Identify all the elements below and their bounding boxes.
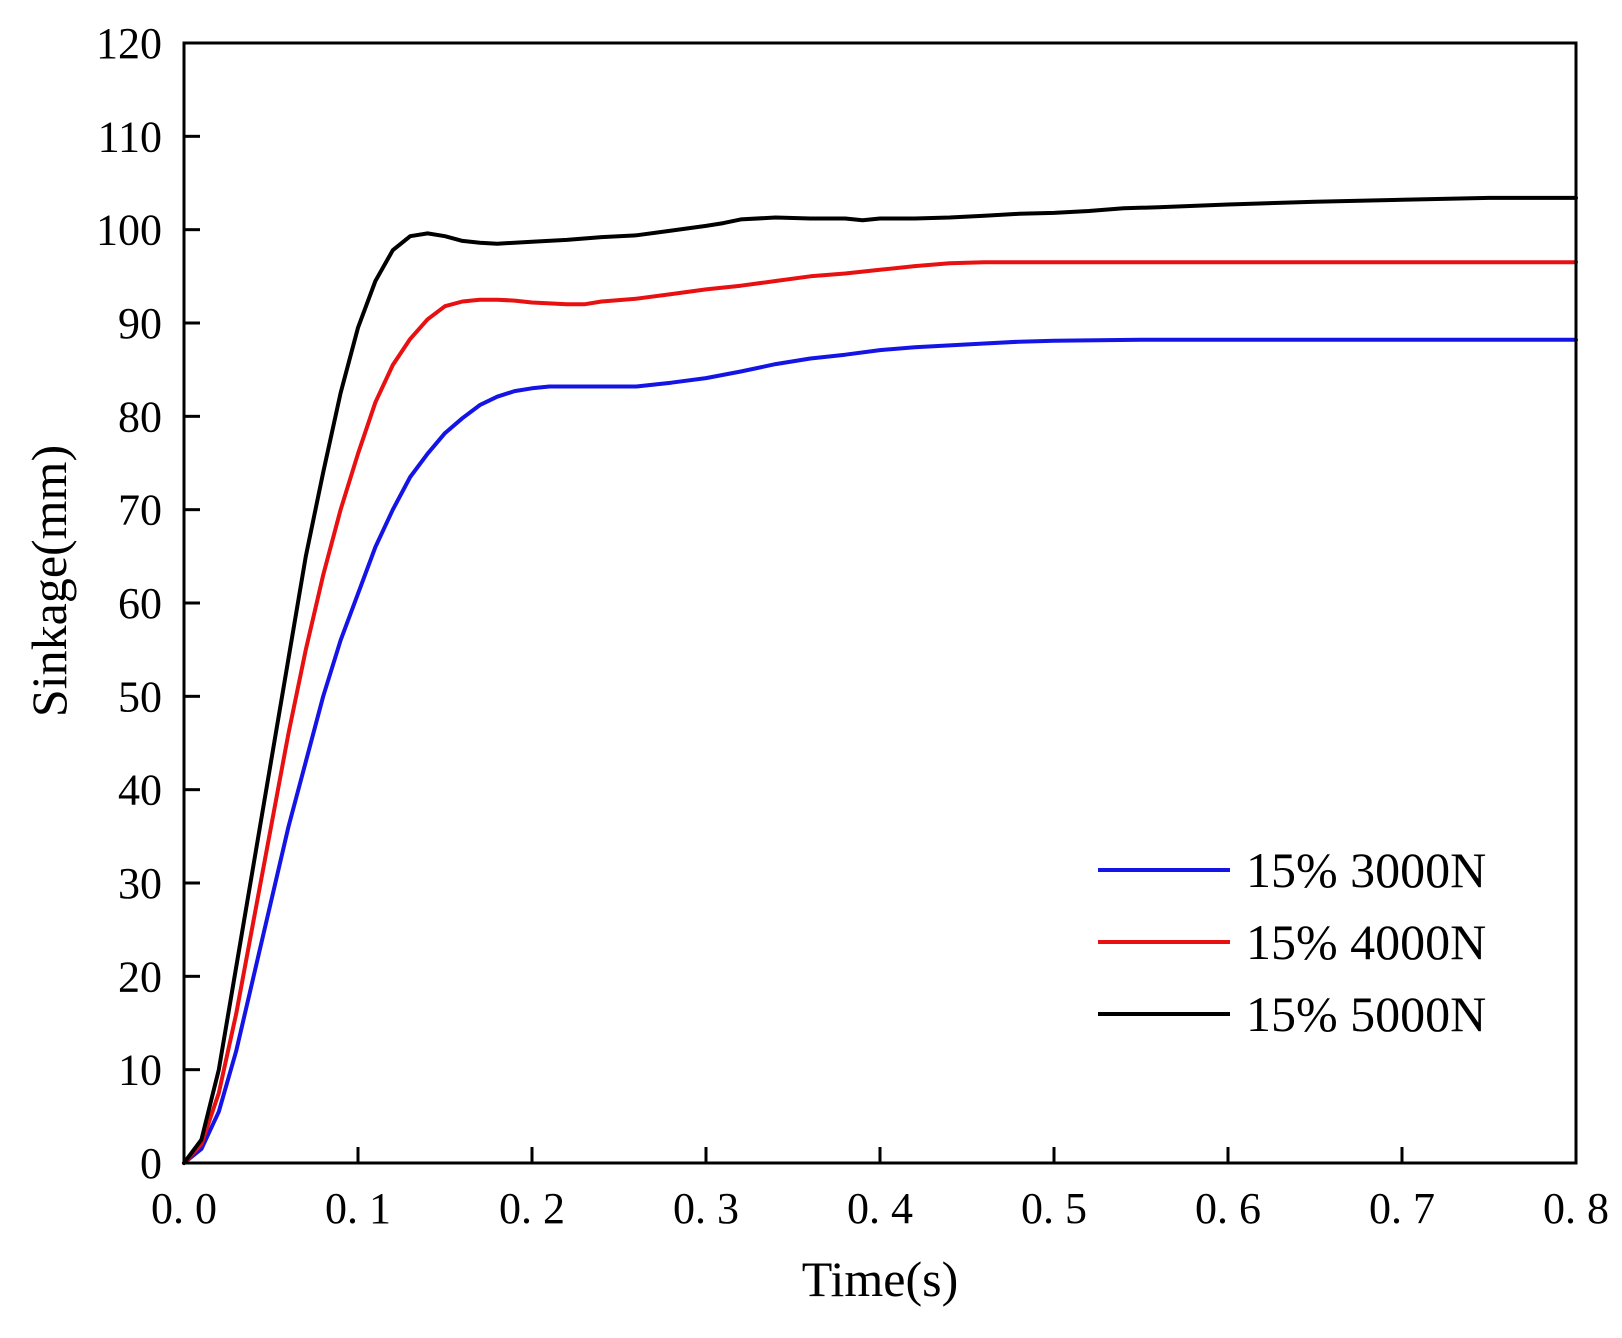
y-tick-label: 120	[96, 19, 162, 68]
x-tick-label: 0. 2	[499, 1184, 565, 1233]
x-axis-title: Time(s)	[802, 1251, 959, 1307]
series-layer	[182, 195, 1578, 1165]
y-tick-label: 60	[118, 579, 162, 628]
x-tick-label: 0. 4	[847, 1184, 913, 1233]
x-tick-label: 0. 0	[151, 1184, 217, 1233]
y-axis-title: Sinkage(mm)	[21, 445, 77, 717]
legend-label: 15% 4000N	[1246, 914, 1486, 970]
y-tick-label: 20	[118, 952, 162, 1001]
x-tick-label: 0. 5	[1021, 1184, 1087, 1233]
y-tick-label: 10	[118, 1046, 162, 1095]
y-tick-label: 80	[118, 392, 162, 441]
y-tick-label: 70	[118, 486, 162, 535]
y-tick-label: 110	[98, 112, 162, 161]
y-tick-label: 50	[118, 672, 162, 721]
x-tick-label: 0. 8	[1543, 1184, 1609, 1233]
y-tick-label: 100	[96, 206, 162, 255]
series-line-1	[182, 337, 1578, 1165]
series-line-2	[182, 260, 1578, 1165]
y-tick-label: 40	[118, 766, 162, 815]
legend: 15% 3000N 15% 4000N 15% 5000N	[1098, 842, 1486, 1042]
axis-ticks: 0 10 20 30 40 50 60 70 80 90 100 110 120 0. 0 0. 1 0. 2…	[96, 19, 1609, 1233]
legend-label: 15% 3000N	[1246, 842, 1486, 898]
y-tick-label: 90	[118, 299, 162, 348]
y-tick-label: 0	[140, 1139, 162, 1188]
x-tick-label: 0. 1	[325, 1184, 391, 1233]
x-tick-label: 0. 7	[1369, 1184, 1435, 1233]
series-line-3	[182, 195, 1578, 1165]
legend-label: 15% 5000N	[1246, 986, 1486, 1042]
x-tick-label: 0. 3	[673, 1184, 739, 1233]
y-tick-label: 30	[118, 859, 162, 908]
x-tick-label: 0. 6	[1195, 1184, 1261, 1233]
